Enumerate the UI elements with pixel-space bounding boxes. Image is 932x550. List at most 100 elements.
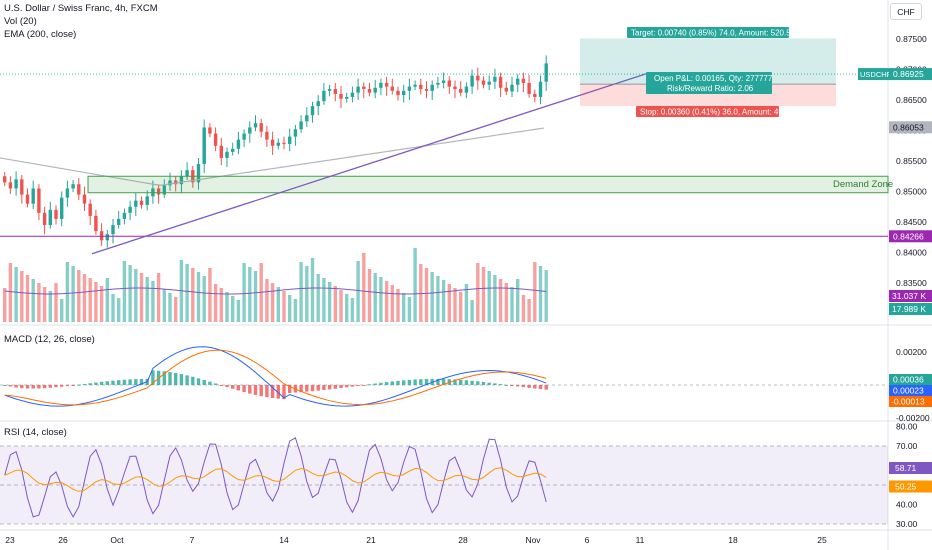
candle-body (117, 218, 121, 226)
candle-body (82, 194, 87, 204)
macd-legend: MACD (12, 26, close) (4, 334, 95, 345)
time-tick: 7 (190, 535, 195, 545)
candle-body (396, 90, 400, 96)
macd-histogram-bar (493, 383, 497, 385)
macd-histogram-bar (208, 381, 212, 385)
macd-histogram-bar (191, 376, 195, 385)
candle-body (316, 101, 320, 107)
macd-histogram-bar (253, 385, 258, 395)
candle-body (379, 82, 383, 88)
macd-label: 0.00023 (893, 386, 924, 396)
signal-label-box (889, 396, 932, 407)
macd-histogram-bar (516, 385, 520, 387)
macd-histogram-bar (373, 383, 377, 385)
macd-histogram-bar (65, 385, 70, 387)
macd-histogram-bar (134, 379, 138, 385)
volume-bar (538, 266, 543, 322)
volume-bar (305, 266, 309, 322)
macd-histogram-bar (31, 385, 35, 389)
candle-body (270, 139, 275, 146)
macd-histogram-bar (122, 379, 127, 385)
macd-histogram-bar (14, 385, 18, 388)
candle-body (105, 234, 109, 241)
candle-body (333, 89, 337, 94)
volume-bar (31, 279, 35, 322)
currency-button[interactable]: CHF (890, 3, 922, 20)
volume-bar (213, 284, 218, 322)
volume-bar (128, 265, 132, 322)
macd-histogram-bar (396, 380, 400, 385)
volume-bar (316, 274, 320, 322)
time-tick: 21 (366, 535, 376, 545)
candle-body (402, 90, 406, 96)
candle-body (145, 196, 149, 205)
volume-bar (94, 282, 98, 322)
candle-body (288, 136, 292, 144)
macd-histogram-bar (384, 382, 389, 385)
candle-body (544, 63, 548, 82)
volume-bar (191, 268, 195, 322)
volume-bar (396, 289, 400, 322)
macd-histogram-bar (327, 385, 332, 390)
volume-label: 17.989 K (892, 304, 926, 314)
candle-body (128, 206, 132, 213)
volume-bar (248, 267, 252, 322)
candle-body (481, 80, 486, 85)
candle-body (464, 86, 469, 93)
candle-body (493, 76, 497, 82)
candle-body (498, 76, 503, 88)
volume-bar (156, 273, 161, 322)
macd-histogram-bar (333, 385, 337, 389)
macd-histogram-bar (242, 385, 246, 393)
volume-bar (345, 294, 349, 322)
volume-bar (487, 271, 491, 322)
rsi-tick: 70.00 (896, 441, 918, 451)
macd-histogram-bar (322, 385, 326, 391)
candle-body (487, 81, 491, 85)
candle-body (185, 170, 189, 177)
volume-bar (470, 300, 474, 322)
volume-bar (208, 268, 212, 322)
macd-histogram-bar (345, 385, 349, 388)
price-tick: 0.86500 (896, 95, 927, 105)
candle-body (521, 78, 526, 83)
volume-bar (14, 267, 18, 322)
time-tick: 11 (636, 535, 645, 545)
macd-histogram-bar (94, 382, 98, 385)
candle-body (259, 123, 263, 132)
candle-body (350, 92, 355, 97)
time-tick: 28 (458, 535, 468, 545)
macd-histogram-bar (276, 385, 280, 399)
macd-histogram-bar (288, 385, 292, 394)
volume-bar (441, 280, 446, 322)
macd-histogram-bar (259, 385, 263, 397)
macd-histogram-bar (162, 371, 166, 385)
price-tick: 0.87500 (896, 34, 927, 44)
candle-body (156, 188, 161, 195)
macd-histogram-bar (533, 385, 537, 389)
symbol-label: USDCHF (860, 70, 892, 79)
volume-bar (293, 299, 298, 322)
volume-bar (134, 269, 138, 322)
ema-label-box (889, 121, 932, 134)
candle-body (196, 164, 201, 183)
macd-histogram-bar (82, 383, 87, 385)
volume-bar (407, 297, 412, 322)
macd-histogram-bar (37, 385, 41, 389)
target-label-box (627, 27, 789, 38)
candle-body (310, 106, 315, 116)
volume-label-box (889, 303, 932, 315)
volume-bar (402, 293, 406, 322)
candle-body (14, 179, 18, 189)
volume-bar (265, 279, 269, 322)
macd-histogram-bar (470, 380, 474, 385)
symbol-title: U.S. Dollar / Swiss Franc, 4h, FXCM (4, 3, 158, 14)
time-tick: Nov (525, 535, 541, 545)
candle-body (77, 184, 81, 195)
macd-histogram-bar (71, 385, 75, 386)
candle-body (213, 133, 218, 146)
volume-ma-line (4, 287, 547, 295)
candle-body (202, 127, 206, 165)
candle-body (470, 75, 474, 87)
